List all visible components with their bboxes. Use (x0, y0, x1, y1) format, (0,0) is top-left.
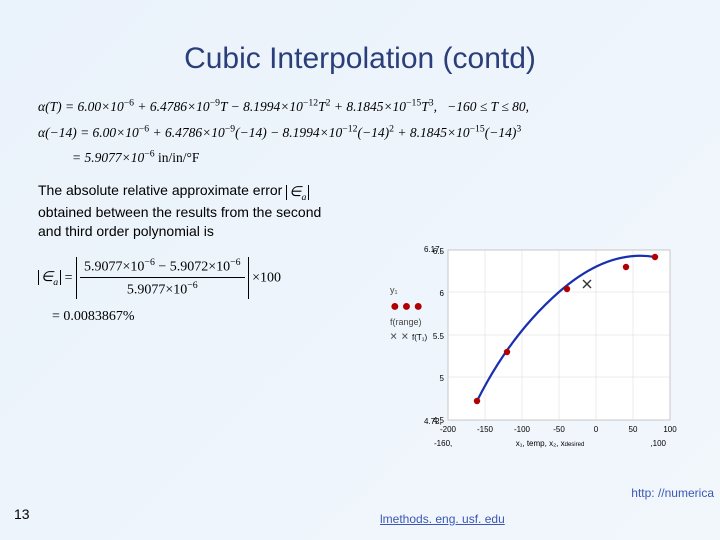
svg-text:5.5: 5.5 (433, 332, 445, 341)
page-title: Cubic Interpolation (contd) (0, 0, 720, 94)
error-paragraph: The absolute relative approximate error … (38, 181, 343, 241)
formula-numerator: 5.9077×10−6 − 5.9072×10−6 (80, 257, 245, 279)
equation-alpha-t: α(T) = 6.00×10−6 + 6.4786×10−9T − 8.1994… (38, 94, 720, 120)
err-text-1: The absolute relative approximate error (38, 182, 286, 198)
svg-text:-150: -150 (477, 425, 494, 434)
svg-text:4.72,: 4.72, (424, 417, 442, 426)
footer-url-right: http: //numerica (631, 486, 714, 500)
epsilon-symbol: ∈a (286, 184, 309, 204)
svg-text:6: 6 (440, 289, 445, 298)
svg-text:,100: ,100 (650, 439, 666, 448)
footer-url-bottom[interactable]: lmethods. eng. usf. edu (380, 512, 505, 526)
equation-block: α(T) = 6.00×10−6 + 6.4786×10−9T − 8.1994… (0, 94, 720, 171)
formula-times: ×100 (252, 270, 281, 285)
equation-alpha-result: = 5.9077×10−6 in/in/°F (38, 145, 720, 171)
page-number: 13 (14, 506, 30, 522)
equation-alpha-m14: α(−14) = 6.00×10−6 + 6.4786×10−9(−14) − … (38, 120, 720, 146)
svg-text:-200: -200 (440, 425, 457, 434)
svg-text:x₁, temp, x₂, xdesired: x₁, temp, x₂, xdesired (516, 439, 585, 448)
svg-text:50: 50 (629, 425, 638, 434)
svg-text:0: 0 (594, 425, 599, 434)
formula-denominator: 5.9077×10−6 (80, 278, 245, 299)
interpolation-chart: -200 -150 -100 -50 0 50 100 6.5 6 5.5 5 … (400, 240, 690, 460)
svg-text:-160,: -160, (434, 439, 452, 448)
err-text-2: obtained between the results from the se… (38, 204, 321, 239)
svg-text:-100: -100 (514, 425, 531, 434)
svg-text:-50: -50 (553, 425, 565, 434)
svg-text:f(T₁): f(T₁) (412, 333, 427, 342)
svg-text:100: 100 (663, 425, 677, 434)
svg-text:6.17,: 6.17, (424, 245, 442, 254)
svg-text:5: 5 (440, 374, 445, 383)
